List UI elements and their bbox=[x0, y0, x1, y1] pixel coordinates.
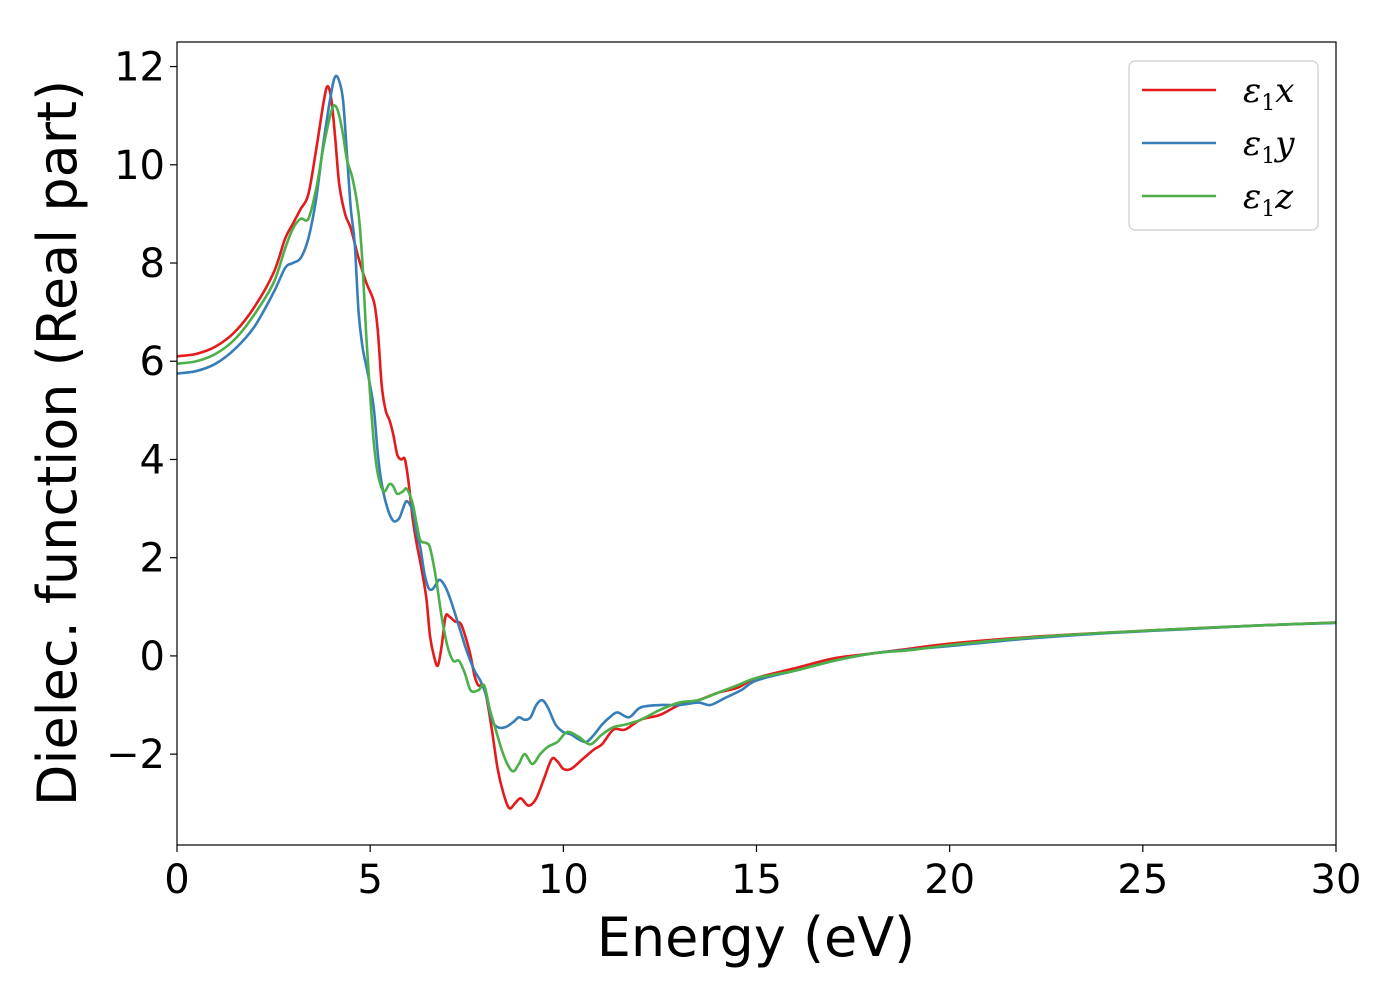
x-tick-label: 5 bbox=[357, 857, 382, 903]
y-tick-label: 8 bbox=[140, 241, 165, 287]
series-line-z bbox=[177, 104, 1336, 773]
series-layer bbox=[177, 74, 1336, 810]
y-tick-label: −2 bbox=[106, 732, 165, 778]
x-axis-label: Energy (eV) bbox=[597, 906, 916, 969]
y-axis-ticks: −2 0 2 4 6 8 10 12 bbox=[106, 45, 177, 778]
x-tick-label: 30 bbox=[1311, 857, 1362, 903]
legend-label-z: ε1z bbox=[1243, 177, 1294, 222]
x-tick-label: 0 bbox=[164, 857, 189, 903]
x-tick-label: 25 bbox=[1117, 857, 1168, 903]
x-axis-ticks: 0 5 10 15 20 25 30 bbox=[164, 845, 1361, 903]
y-axis-label: Dielec. function (Real part) bbox=[26, 80, 89, 806]
y-tick-label: 2 bbox=[140, 536, 165, 582]
x-tick-label: 15 bbox=[731, 857, 782, 903]
y-tick-label: 4 bbox=[140, 437, 165, 483]
y-tick-label: 0 bbox=[140, 634, 165, 680]
series-line-y bbox=[177, 74, 1336, 744]
x-tick-label: 10 bbox=[538, 857, 589, 903]
legend-label-y: ε1y bbox=[1243, 124, 1295, 169]
x-tick-label: 20 bbox=[924, 857, 975, 903]
legend: ε1x ε1y ε1z bbox=[1128, 60, 1319, 231]
y-tick-label: 12 bbox=[114, 45, 165, 91]
y-tick-label: 6 bbox=[140, 339, 165, 385]
y-tick-label: 10 bbox=[114, 143, 165, 189]
legend-label-x: ε1x bbox=[1243, 71, 1294, 116]
legend-frame bbox=[1128, 60, 1319, 231]
